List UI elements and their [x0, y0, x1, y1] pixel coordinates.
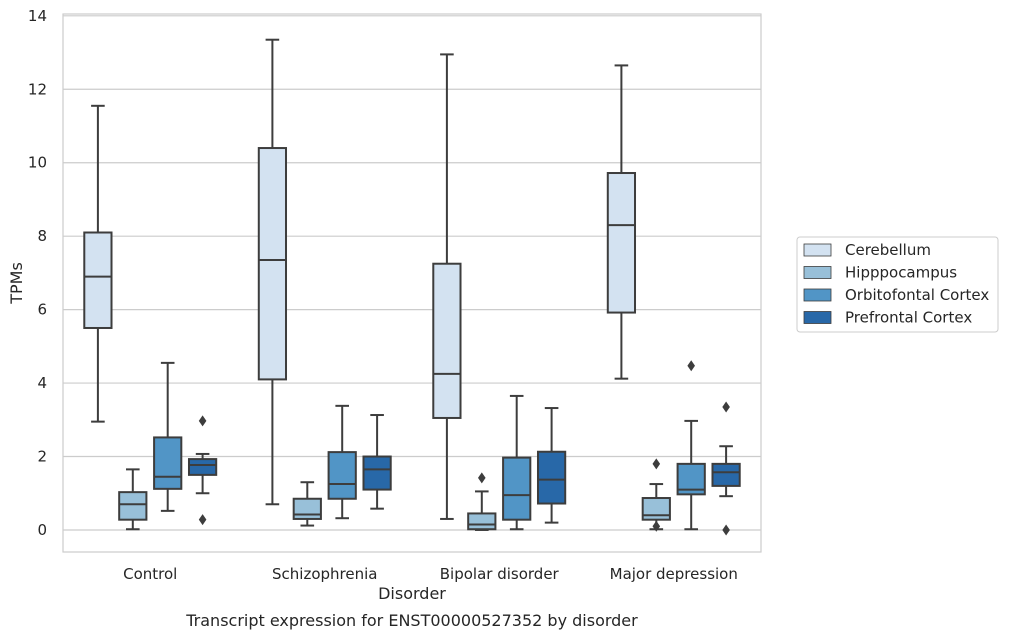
y-tick-label: 0 — [37, 521, 47, 539]
legend-swatch — [803, 243, 832, 257]
legend-item: Cerebellum — [803, 241, 931, 259]
plot-area-frame — [62, 13, 762, 553]
box-body — [711, 462, 741, 487]
box — [153, 361, 183, 512]
box — [467, 472, 497, 531]
outlier — [652, 520, 661, 532]
legend-swatch — [803, 311, 832, 324]
box-groups — [83, 38, 741, 536]
outlier — [478, 472, 486, 484]
box-body — [327, 451, 357, 500]
box — [187, 415, 218, 526]
legend-item: Orbitofontal Cortex — [803, 286, 989, 304]
legend-label: Orbitofontal Cortex — [845, 286, 989, 304]
legend-label: Cerebellum — [845, 241, 931, 259]
y-axis-ticks: 0 2 4 6 8 10 12 14 — [28, 7, 47, 539]
box-body — [641, 497, 671, 521]
legend: Cerebellum Hipppocampus Orbitofontal Corte… — [796, 236, 999, 333]
category-group — [606, 64, 741, 536]
y-axis-title: TPMs — [7, 262, 26, 305]
legend-swatch — [803, 266, 832, 279]
outlier — [687, 360, 695, 372]
y-tick-label: 12 — [28, 80, 47, 98]
box — [362, 414, 392, 510]
y-tick-label: 8 — [37, 227, 47, 245]
x-tick-label: Control — [123, 565, 177, 583]
x-tick-label: Schizophrenia — [272, 565, 377, 583]
box-body — [502, 456, 532, 521]
box-body — [118, 491, 148, 521]
box — [676, 360, 706, 531]
box-body — [467, 512, 497, 531]
box — [536, 407, 567, 524]
x-axis-title: Disorder — [378, 584, 446, 603]
box — [257, 38, 288, 506]
figure-caption: Transcript expression for ENST0000052735… — [185, 611, 638, 630]
box — [292, 481, 322, 527]
box — [641, 458, 671, 532]
box-body — [536, 450, 567, 505]
legend-swatch — [803, 288, 832, 302]
box-body — [83, 231, 113, 329]
box — [502, 394, 532, 531]
y-tick-label: 2 — [37, 448, 47, 466]
category-group — [257, 38, 392, 527]
outlier — [198, 415, 207, 427]
outlier — [198, 514, 207, 526]
box-body — [153, 436, 183, 490]
y-tick-label: 10 — [28, 154, 47, 172]
y-tick-label: 4 — [37, 374, 47, 392]
box — [118, 468, 148, 531]
box-body — [362, 455, 392, 491]
legend-item: Hipppocampus — [803, 264, 957, 282]
x-tick-label: Bipolar disorder — [440, 565, 560, 583]
box-body — [432, 262, 462, 419]
legend-label: Prefrontal Cortex — [845, 309, 972, 327]
legend-frame — [796, 236, 999, 333]
box-body — [187, 458, 218, 476]
box — [606, 64, 637, 380]
outlier — [652, 458, 661, 470]
category-group — [432, 53, 567, 531]
box-body — [292, 497, 322, 520]
box-body — [606, 172, 637, 314]
box — [432, 53, 462, 520]
box — [711, 401, 741, 536]
x-axis-ticks: Control Schizophrenia Bipolar disorder Majo… — [123, 565, 738, 583]
box — [83, 104, 113, 423]
x-tick-label: Major depression — [610, 565, 738, 583]
legend-item: Prefrontal Cortex — [803, 309, 972, 327]
y-tick-label: 14 — [28, 7, 47, 25]
box — [327, 404, 357, 520]
box-body — [257, 147, 288, 381]
y-tick-label: 6 — [37, 301, 47, 319]
category-group — [83, 104, 218, 531]
outlier — [722, 401, 730, 413]
legend-label: Hipppocampus — [845, 264, 957, 282]
outlier — [722, 524, 730, 536]
